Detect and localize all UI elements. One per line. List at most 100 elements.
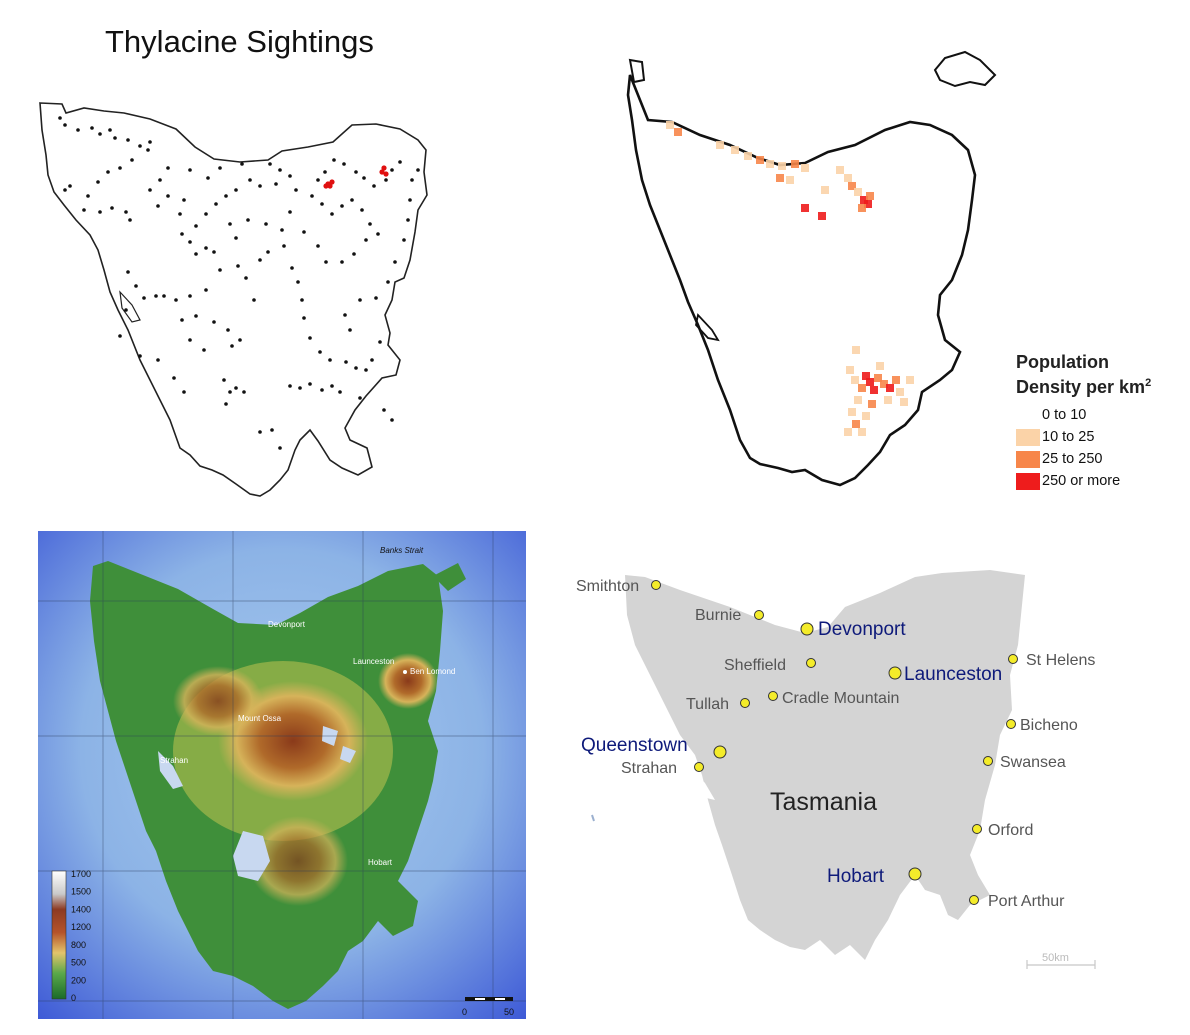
sighting-dot xyxy=(390,418,394,422)
towns-map: Tasmania Smithton Burnie Devonport Sheffiel… xyxy=(576,570,1096,969)
western-ranges xyxy=(173,666,263,736)
highlighted-sighting-dot xyxy=(379,169,385,175)
sighting-dot xyxy=(378,340,382,344)
sighting-dot xyxy=(344,360,348,364)
sighting-dot xyxy=(278,446,282,450)
sighting-dot xyxy=(274,182,278,186)
density-cell xyxy=(778,162,786,170)
sighting-dot xyxy=(270,428,274,432)
density-cell xyxy=(776,174,784,182)
sighting-dot xyxy=(310,194,314,198)
sighting-dot xyxy=(106,170,110,174)
sighting-dot xyxy=(352,252,356,256)
sighting-dot xyxy=(343,313,347,317)
sighting-dots xyxy=(58,116,420,450)
sighting-dot xyxy=(372,184,376,188)
sighting-dot xyxy=(408,198,412,202)
density-cell xyxy=(906,376,914,384)
sighting-dot xyxy=(194,224,198,228)
sightings-title: Thylacine Sightings xyxy=(105,24,374,59)
sighting-dot xyxy=(166,166,170,170)
density-cell xyxy=(896,388,904,396)
topo-label-strahan: Strahan xyxy=(160,756,188,765)
sighting-dot xyxy=(288,210,292,214)
town-label: St Helens xyxy=(1026,652,1095,669)
topographic-map-panel: Banks Strait Devonport Launceston Ben Lo… xyxy=(38,531,526,1019)
sighting-dot xyxy=(224,402,228,406)
sighting-dot xyxy=(330,384,334,388)
elevation-tick: 800 xyxy=(71,940,86,950)
sighting-dot xyxy=(302,316,306,320)
density-cell xyxy=(731,146,739,154)
sighting-dot xyxy=(324,260,328,264)
town-label: Orford xyxy=(988,822,1033,839)
sighting-dot xyxy=(230,344,234,348)
legend-label: 0 to 10 xyxy=(1042,407,1087,423)
sighting-dot xyxy=(204,246,208,250)
sighting-dot xyxy=(212,320,216,324)
sighting-dot xyxy=(246,218,250,222)
towns-map-panel: Tasmania Smithton Burnie Devonport Sheffiel… xyxy=(570,545,1190,1025)
town-label: Sheffield xyxy=(724,657,786,674)
density-cell xyxy=(858,384,866,392)
density-cell xyxy=(836,166,844,174)
sighting-dot xyxy=(364,368,368,372)
sighting-dot xyxy=(290,266,294,270)
elevation-tick: 1700 xyxy=(71,869,91,879)
density-cell xyxy=(884,396,892,404)
legend-swatch xyxy=(1016,472,1040,490)
town-dot xyxy=(713,745,727,759)
elevation-tick: 0 xyxy=(71,993,76,1003)
elevation-tick: 200 xyxy=(71,975,86,985)
town-label: Tullah xyxy=(686,696,729,713)
legend-swatch xyxy=(1016,428,1040,446)
sighting-dot xyxy=(118,334,122,338)
sighting-dot xyxy=(410,178,414,182)
elevation-tick: 1400 xyxy=(71,904,91,914)
sighting-dot xyxy=(82,208,86,212)
density-cell xyxy=(744,152,752,160)
towns-map-title: Tasmania xyxy=(770,788,877,816)
density-cell xyxy=(844,174,852,182)
elevation-tick-labels: 1700 1500 1400 1200 800 500 200 0 xyxy=(71,869,91,1003)
sighting-dot xyxy=(108,128,112,132)
sighting-dot xyxy=(174,298,178,302)
sighting-dot xyxy=(206,176,210,180)
sighting-dot xyxy=(258,184,262,188)
sighting-dot xyxy=(98,210,102,214)
sighting-dot xyxy=(382,408,386,412)
density-cell xyxy=(851,376,859,384)
sighting-dot xyxy=(86,194,90,198)
topo-scale-fifty: 50 xyxy=(504,1007,514,1017)
highlighted-sighting-dot xyxy=(327,183,333,189)
density-cell xyxy=(846,366,854,374)
sighting-dot xyxy=(302,230,306,234)
sighting-dot xyxy=(188,294,192,298)
small-mark xyxy=(591,814,595,822)
sighting-dot xyxy=(96,180,100,184)
density-cell xyxy=(818,212,826,220)
topographic-map: Banks Strait Devonport Launceston Ben Lo… xyxy=(38,531,526,1019)
sighting-dot xyxy=(226,328,230,332)
topo-label-ben-lomond: Ben Lomond xyxy=(410,667,455,676)
town-label: Devonport xyxy=(818,619,906,640)
legend-row: 250 or more xyxy=(1016,470,1151,492)
town-dot xyxy=(969,895,979,905)
density-cell xyxy=(666,121,674,129)
sighting-dot xyxy=(316,244,320,248)
sighting-dot xyxy=(128,218,132,222)
sighting-dot xyxy=(242,390,246,394)
sighting-dot xyxy=(350,198,354,202)
macquarie-harbour-cut xyxy=(688,765,715,800)
sighting-dot xyxy=(398,160,402,164)
sighting-dot xyxy=(358,298,362,302)
sighting-dot xyxy=(182,390,186,394)
sighting-dot xyxy=(110,206,114,210)
density-cell xyxy=(674,128,682,136)
sighting-dot xyxy=(308,382,312,386)
population-map-panel: Population Density per km2 0 to 10 10 to … xyxy=(600,40,1190,510)
legend-row: 25 to 250 xyxy=(1016,448,1151,470)
density-cell xyxy=(852,346,860,354)
sighting-dot xyxy=(162,294,166,298)
legend-row: 10 to 25 xyxy=(1016,426,1151,448)
